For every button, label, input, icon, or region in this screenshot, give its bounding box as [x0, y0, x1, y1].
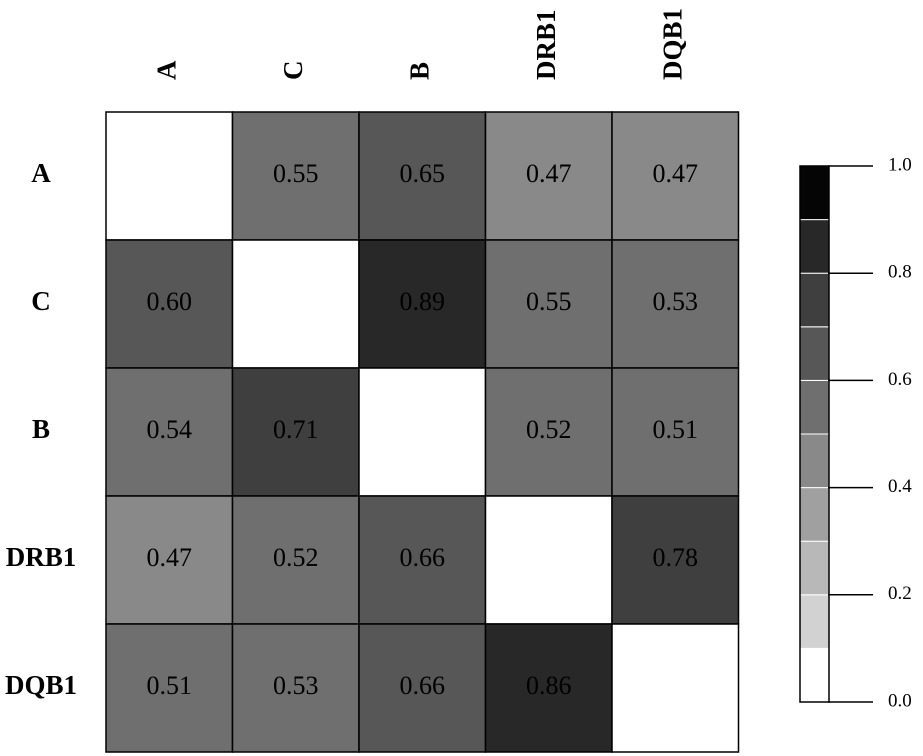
- color-scale-tick-label: 0.8: [888, 262, 912, 283]
- color-scale-step: [799, 647, 830, 703]
- color-scale-step: [799, 379, 830, 435]
- row-labels: A C B DRB1 DQB1: [5, 158, 77, 700]
- row-label: DRB1: [6, 542, 77, 572]
- cell-value-label: 0.60: [147, 287, 193, 316]
- cell-value-label: 0.51: [653, 415, 699, 444]
- heatmap-cell: [611, 495, 740, 625]
- cell-value-label: 0.66: [400, 671, 446, 700]
- heatmap-cell: [231, 623, 360, 753]
- cell-value-label: 0.47: [653, 159, 699, 188]
- row-label: B: [32, 414, 50, 444]
- row-label: C: [31, 286, 51, 316]
- color-scale-step: [799, 594, 830, 649]
- cell-value-label: 0.55: [526, 287, 572, 316]
- column-label: A: [151, 60, 181, 80]
- color-scale-step: [799, 272, 830, 328]
- color-scale-legend: 0.0 0.2 0.4 0.6 0.8 1.0: [799, 154, 912, 711]
- color-scale-tick-label: 0.2: [888, 583, 912, 604]
- color-scale-tick-label: 0.4: [888, 476, 912, 497]
- cell-value-label: 0.51: [147, 671, 193, 700]
- row-label: DQB1: [5, 670, 77, 700]
- heatmap-cell: [358, 239, 487, 369]
- heatmap-cell: [105, 623, 234, 753]
- heatmap-cell-diagonal: [611, 623, 740, 753]
- color-scale-step: [799, 433, 830, 489]
- heatmap-cell-diagonal: [231, 239, 360, 369]
- cell-value-label: 0.52: [526, 415, 572, 444]
- heatmap-value-labels: 0.55 0.65 0.47 0.47 0.60 0.89 0.55 0.53 0.54 0.71…: [147, 159, 699, 700]
- heatmap-cell: [231, 495, 360, 625]
- cell-value-label: 0.86: [526, 671, 572, 700]
- heatmap-cell: [358, 111, 487, 241]
- heatmap-cell: [484, 111, 613, 241]
- column-label: DQB1: [657, 8, 687, 80]
- cell-value-label: 0.47: [147, 543, 193, 572]
- row-label: A: [31, 158, 51, 188]
- cell-value-label: 0.66: [400, 543, 446, 572]
- cell-value-label: 0.54: [147, 415, 193, 444]
- color-scale-step: [799, 165, 830, 221]
- heatmap-cell: [484, 623, 613, 753]
- heatmap-cell: [611, 367, 740, 497]
- heatmap-cell-diagonal: [105, 111, 234, 241]
- color-scale-step: [799, 540, 830, 596]
- color-scale-tick-label: 1.0: [888, 154, 912, 175]
- color-scale-step: [799, 326, 830, 381]
- color-scale-tick-label: 0.6: [888, 369, 912, 390]
- color-scale-tick-label: 0.0: [888, 690, 912, 711]
- heatmap-cell: [231, 111, 360, 241]
- heatmap-cell: [105, 495, 234, 625]
- column-labels: A C B DRB1 DQB1: [151, 8, 687, 80]
- color-scale-step: [799, 219, 830, 274]
- color-scale-step: [799, 487, 830, 542]
- heatmap-cell: [231, 367, 360, 497]
- column-label: DRB1: [531, 9, 561, 80]
- cell-value-label: 0.55: [273, 159, 319, 188]
- heatmap-cell: [358, 623, 487, 753]
- cell-value-label: 0.65: [400, 159, 446, 188]
- heatmap-cells: [105, 111, 740, 753]
- column-label: C: [278, 61, 308, 81]
- heatmap-cell-diagonal: [358, 367, 487, 497]
- cell-value-label: 0.53: [653, 287, 699, 316]
- cell-value-label: 0.78: [653, 543, 699, 572]
- heatmap-cell: [611, 239, 740, 369]
- heatmap-cell: [105, 239, 234, 369]
- column-label: B: [404, 62, 434, 80]
- cell-value-label: 0.47: [526, 159, 572, 188]
- cell-value-label: 0.71: [273, 415, 319, 444]
- heatmap-cell-diagonal: [484, 495, 613, 625]
- cell-value-label: 0.52: [273, 543, 319, 572]
- cell-value-label: 0.53: [273, 671, 319, 700]
- heatmap-cell: [611, 111, 740, 241]
- color-scale-frame: [799, 165, 830, 703]
- cell-value-label: 0.89: [400, 287, 446, 316]
